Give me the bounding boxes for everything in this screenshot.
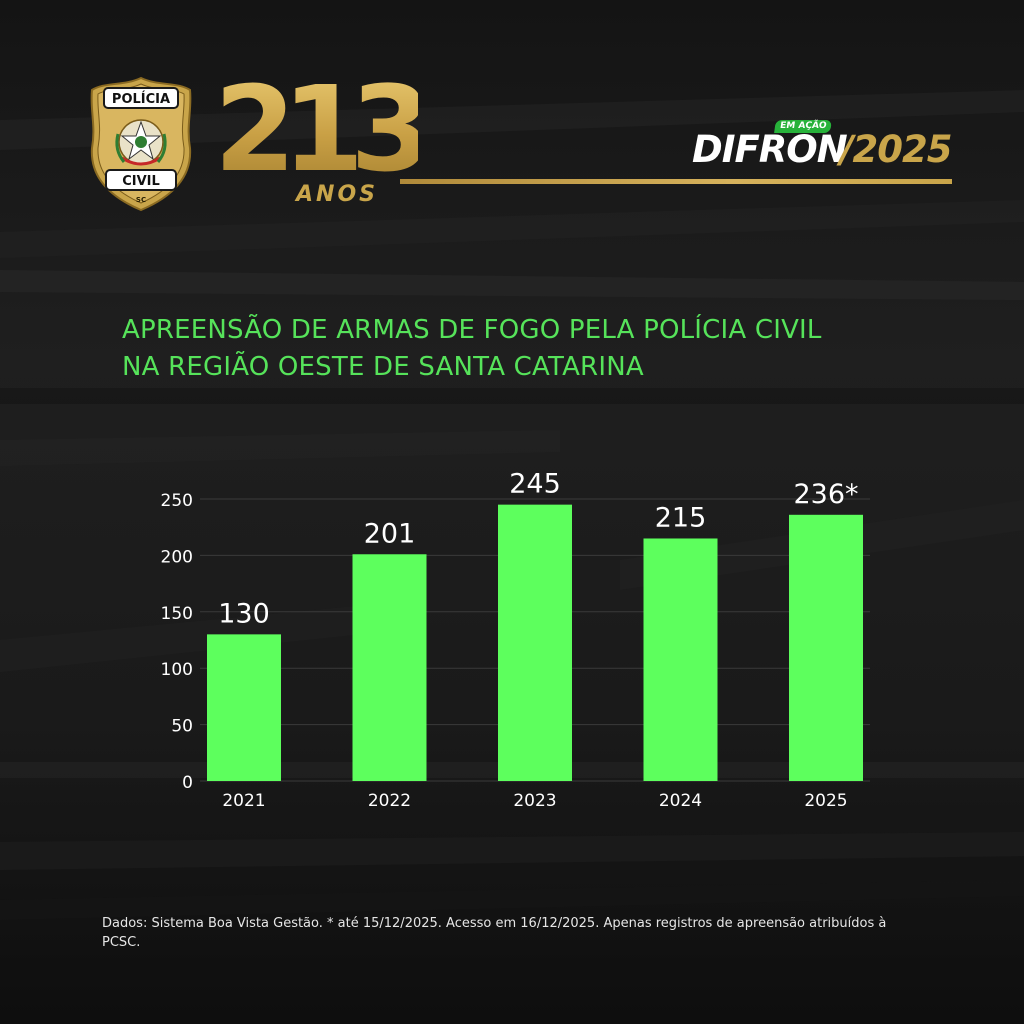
value-label-2021: 130 xyxy=(218,598,270,629)
y-tick-label: 200 xyxy=(161,547,193,567)
bar-2024 xyxy=(643,538,718,781)
value-label-2022: 201 xyxy=(364,518,416,549)
value-label-2024: 215 xyxy=(655,502,707,533)
bar-2022 xyxy=(352,554,427,781)
anniversary-number: 213 xyxy=(214,60,432,198)
value-labels: 130 201 245 215 236* xyxy=(218,469,858,630)
chart-title-line-2: NA REGIÃO OESTE DE SANTA CATARINA xyxy=(122,352,644,382)
x-tick-label-2024: 2024 xyxy=(659,791,702,811)
anniversary-label: ANOS xyxy=(296,182,378,207)
program-year: /2025 xyxy=(840,128,952,171)
x-tick-label-2023: 2023 xyxy=(513,791,556,811)
x-tick-label-2025: 2025 xyxy=(804,791,847,811)
value-label-2023: 245 xyxy=(509,469,561,500)
y-tick-label: 250 xyxy=(161,491,193,511)
y-tick-label: 50 xyxy=(171,717,193,737)
gold-divider xyxy=(400,179,952,184)
chart-title-line-1: APREENSÃO DE ARMAS DE FOGO PELA POLÍCIA … xyxy=(122,315,822,345)
bar-2023 xyxy=(498,504,572,781)
bars xyxy=(207,504,863,781)
y-tick-label: 150 xyxy=(161,604,193,624)
bar-2025 xyxy=(789,514,863,781)
badge-top-text: POLÍCIA xyxy=(112,91,170,107)
y-tick-label: 100 xyxy=(161,660,193,680)
badge-state-text: SC xyxy=(136,196,146,204)
value-label-2025: 236* xyxy=(793,479,858,510)
y-axis-ticks: 0 50 100 150 200 250 xyxy=(161,491,193,793)
policia-civil-badge-icon: POLÍCIA CIVIL SC xyxy=(90,76,192,212)
x-tick-label-2022: 2022 xyxy=(368,791,411,811)
y-tick-label: 0 xyxy=(182,773,193,793)
badge-bottom-text: CIVIL xyxy=(122,174,160,189)
source-footnote: Dados: Sistema Boa Vista Gestão. * até 1… xyxy=(102,916,887,950)
x-axis-labels: 2021 2022 2023 2024 2025 xyxy=(222,791,847,811)
program-name: DIFRON xyxy=(692,128,848,171)
bar-2021 xyxy=(207,634,281,781)
x-tick-label-2021: 2021 xyxy=(222,791,265,811)
